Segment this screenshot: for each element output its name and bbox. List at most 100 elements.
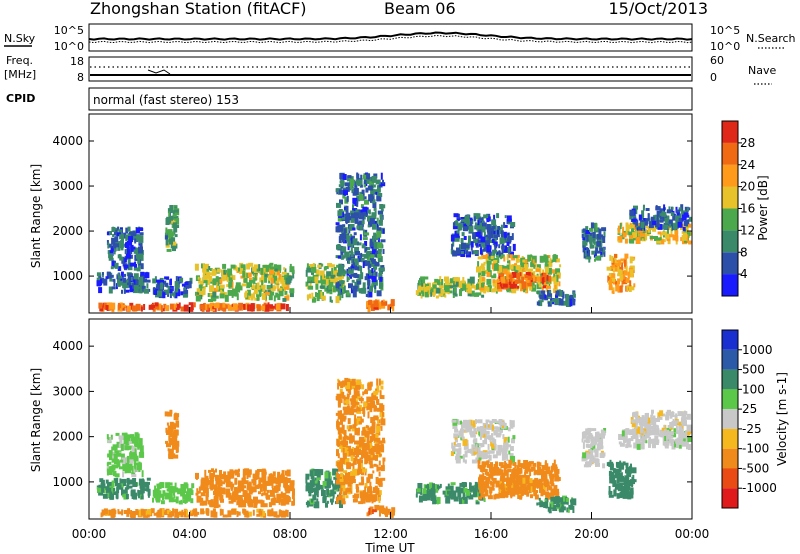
scatter-cell bbox=[206, 477, 209, 483]
scatter-cell bbox=[375, 454, 378, 461]
scatter-cell bbox=[173, 209, 179, 213]
scatter-cell bbox=[611, 273, 616, 279]
scatter-cell bbox=[629, 256, 633, 264]
scatter-cell bbox=[518, 478, 523, 483]
scatter-cell bbox=[311, 296, 315, 303]
scatter-cell bbox=[106, 487, 112, 493]
scatter-cell bbox=[438, 285, 444, 289]
scatter-cell bbox=[173, 490, 175, 496]
scatter-cell bbox=[468, 225, 474, 233]
scatter-cell bbox=[506, 264, 510, 270]
scatter-cell bbox=[360, 252, 363, 259]
scatter-cell bbox=[367, 305, 371, 313]
scatter-cell bbox=[116, 461, 121, 468]
scatter-cell bbox=[663, 239, 666, 243]
scatter-cell bbox=[553, 459, 556, 465]
scatter-cell bbox=[331, 299, 333, 303]
scatter-cell bbox=[262, 510, 266, 516]
scatter-cell bbox=[174, 292, 178, 299]
scatter-cell bbox=[553, 497, 557, 504]
scatter-cell bbox=[486, 421, 488, 429]
scatter-cell bbox=[145, 279, 151, 283]
scatter-cell bbox=[472, 232, 477, 240]
scatter-cell bbox=[380, 385, 384, 390]
scatter-cell bbox=[593, 448, 599, 453]
scatter-cell bbox=[360, 209, 363, 213]
scatter-cell bbox=[628, 231, 633, 237]
scatter-cell bbox=[203, 280, 208, 284]
scatter-cell bbox=[483, 290, 487, 294]
scatter-cell bbox=[322, 495, 327, 500]
scatter-cell bbox=[625, 265, 628, 272]
scatter-cell bbox=[625, 443, 630, 447]
scatter-cell bbox=[168, 430, 171, 436]
scatter-cell bbox=[131, 493, 134, 500]
scatter-cell bbox=[182, 500, 188, 503]
scatter-cell bbox=[219, 293, 225, 299]
scatter-cell bbox=[595, 223, 598, 231]
scatter-cell bbox=[326, 275, 330, 279]
scatter-cell bbox=[279, 509, 281, 513]
scatter-cell bbox=[534, 494, 539, 500]
scatter-cell bbox=[360, 495, 366, 502]
scatter-cell bbox=[656, 425, 659, 432]
scatter-cell bbox=[476, 426, 482, 432]
scatter-cell bbox=[671, 422, 674, 428]
scatter-cell bbox=[242, 474, 246, 482]
power-scale-box bbox=[722, 121, 738, 143]
scatter-cell bbox=[512, 243, 516, 251]
scatter-cell bbox=[354, 390, 360, 397]
scatter-cell bbox=[367, 224, 371, 228]
scatter-cell bbox=[210, 474, 213, 478]
scatter-cell bbox=[503, 469, 509, 476]
scatter-cell bbox=[623, 259, 626, 267]
scatter-cell bbox=[324, 483, 330, 489]
scatter-cell bbox=[111, 286, 116, 290]
scatter-cell bbox=[567, 508, 570, 513]
beam-label: Beam 06 bbox=[384, 0, 456, 18]
scatter-cell bbox=[377, 242, 383, 249]
scatter-cell bbox=[339, 172, 345, 180]
scatter-cell bbox=[445, 497, 451, 504]
scatter-cell bbox=[309, 264, 315, 267]
scatter-cell bbox=[126, 455, 130, 463]
scatter-cell bbox=[127, 226, 131, 232]
scatter-cell bbox=[154, 306, 160, 310]
scatter-cell bbox=[329, 471, 332, 479]
scatter-cell bbox=[644, 416, 649, 422]
scatter-cell bbox=[268, 277, 273, 281]
scatter-cell bbox=[686, 443, 688, 450]
scatter-cell bbox=[541, 474, 544, 480]
scatter-cell bbox=[238, 500, 243, 508]
scatter-cell bbox=[196, 495, 202, 503]
scatter-cell bbox=[547, 267, 552, 275]
power-scale-label: Power [dB] bbox=[756, 175, 770, 240]
scatter-cell bbox=[664, 436, 667, 441]
scatter-cell bbox=[681, 214, 687, 221]
scatter-cell bbox=[688, 223, 692, 228]
scatter-cell bbox=[492, 480, 498, 484]
scatter-cell bbox=[685, 430, 688, 437]
scatter-cell bbox=[358, 440, 362, 448]
scatter-cell bbox=[269, 307, 275, 311]
scatter-cell bbox=[342, 380, 348, 386]
scatter-cell bbox=[488, 251, 492, 257]
scatter-cell bbox=[166, 229, 169, 233]
scatter-cell bbox=[135, 249, 141, 255]
scatter-cell bbox=[221, 274, 227, 281]
scatter-cell bbox=[661, 211, 667, 217]
scatter-cell bbox=[553, 464, 558, 469]
scatter-cell bbox=[671, 206, 673, 214]
scatter-cell bbox=[354, 428, 358, 436]
scatter-cell bbox=[668, 439, 674, 443]
scatter-cell bbox=[548, 275, 552, 283]
scatter-cell bbox=[351, 279, 355, 283]
scatter-cell bbox=[481, 226, 486, 233]
scatter-cell bbox=[174, 429, 179, 434]
scatter-cell bbox=[582, 237, 586, 241]
scatter-cell bbox=[491, 477, 497, 481]
scatter-cell bbox=[160, 500, 165, 505]
scatter-cell bbox=[336, 244, 341, 250]
scatter-cell bbox=[495, 289, 498, 294]
scatter-cell bbox=[273, 511, 278, 518]
